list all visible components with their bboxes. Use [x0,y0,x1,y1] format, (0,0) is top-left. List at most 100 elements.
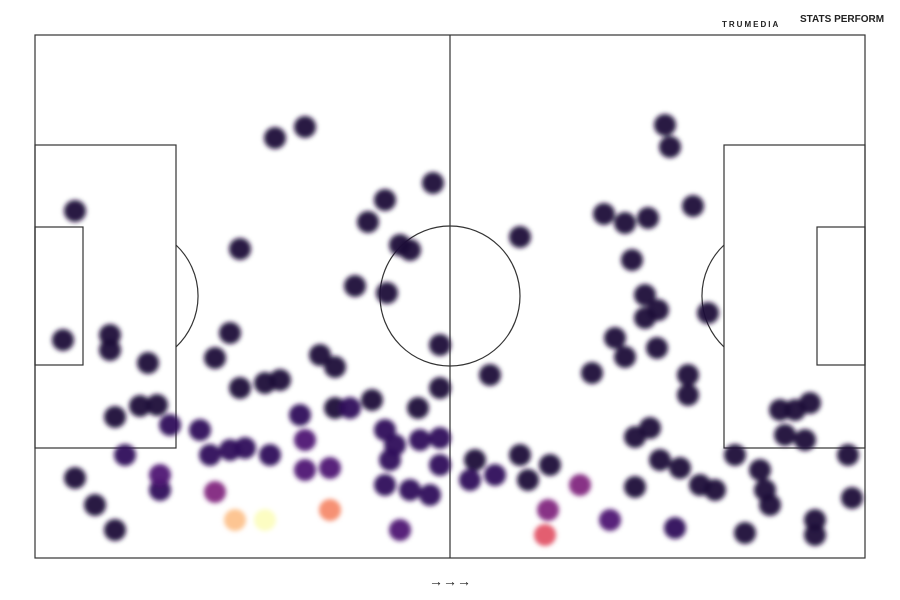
heat-blob [129,395,151,417]
penalty-arc [175,244,199,348]
heat-blob [517,469,539,491]
heat-blob [429,334,451,356]
heat-blob [339,397,361,419]
heat-blob [234,437,256,459]
heat-blob [84,494,106,516]
heat-layer [52,114,863,546]
heat-blob [837,444,859,466]
heat-blob [637,207,659,229]
heat-blob [264,127,286,149]
heat-blob [269,369,291,391]
heat-blob [294,459,316,481]
heat-blob [104,406,126,428]
heat-blob [204,347,226,369]
heat-blob [159,414,181,436]
heat-blob [254,509,276,531]
heat-blob [599,509,621,531]
heat-blob [114,444,136,466]
heat-blob [344,275,366,297]
heat-blob [407,397,429,419]
heat-blob [749,459,771,481]
heat-blob [64,200,86,222]
heat-blob [104,519,126,541]
heat-blob [204,481,226,503]
heat-blob [654,114,676,136]
heat-blob [409,429,431,451]
heat-blob [581,362,603,384]
pitch [34,34,866,559]
heat-blob [399,479,421,501]
heat-blob [294,116,316,138]
heat-blob [649,449,671,471]
heat-blob [479,364,501,386]
heat-blob [697,302,719,324]
heat-blob [374,189,396,211]
heat-blob [319,499,341,521]
six-yard-box [816,226,866,366]
heat-blob [149,464,171,486]
heat-blob [621,249,643,271]
heat-blob [224,509,246,531]
heat-blob [799,392,821,414]
heat-blob [429,427,451,449]
heat-blob [389,519,411,541]
heat-blob [259,444,281,466]
heat-blob [759,494,781,516]
heat-blob [646,337,668,359]
brand-logo: TRUMEDIA [722,20,780,29]
heat-blob [429,454,451,476]
heat-blob [464,449,486,471]
heat-blob [659,136,681,158]
heat-blob [534,524,556,546]
heat-blob [229,238,251,260]
heat-blob [361,389,383,411]
heat-blob [422,172,444,194]
heat-blob [614,212,636,234]
heat-blob [604,327,626,349]
heat-blob [682,195,704,217]
heat-blob [724,444,746,466]
heat-blob [324,356,346,378]
heat-blob [734,522,756,544]
heat-blob [704,479,726,501]
penalty-arc [701,244,725,348]
heat-blob [794,429,816,451]
heat-blob [664,517,686,539]
heat-blob [52,329,74,351]
heat-blob [634,284,656,306]
heat-blob [459,469,481,491]
heat-blob [509,226,531,248]
heat-blob [537,499,559,521]
heat-blob [374,474,396,496]
heat-blob [289,404,311,426]
heat-blob [669,457,691,479]
heat-blob [677,364,699,386]
heat-blob [294,429,316,451]
heat-blob [841,487,863,509]
heat-blob [199,444,221,466]
heat-blob [189,419,211,441]
heat-blob [229,377,251,399]
heat-blob [146,394,168,416]
heat-blob [484,464,506,486]
heat-blob [804,524,826,546]
heat-blob [99,339,121,361]
heat-blob [569,474,591,496]
direction-arrow: →→→ [429,573,471,589]
heat-blob [593,203,615,225]
heat-blob [219,322,241,344]
heat-blob [774,424,796,446]
heat-blob [677,384,699,406]
heat-blob [647,299,669,321]
heat-blob [376,282,398,304]
heat-blob [614,346,636,368]
heat-blob [379,449,401,471]
heat-blob [357,211,379,233]
heat-blob [137,352,159,374]
heat-blob [309,344,331,366]
heat-blob [539,454,561,476]
heat-blob [319,457,341,479]
heat-blob [429,377,451,399]
partner-logo: STATS PERFORM [800,14,884,25]
